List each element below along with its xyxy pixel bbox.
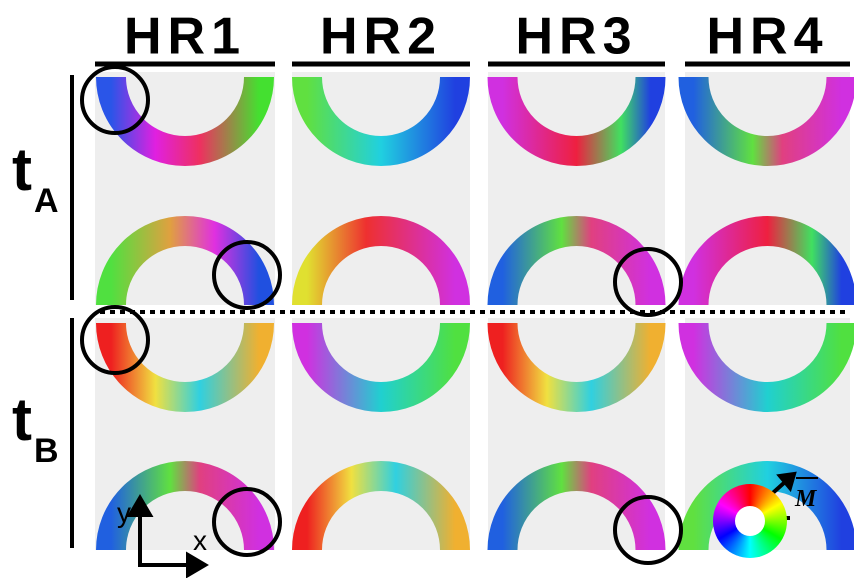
axis-label: y bbox=[117, 497, 131, 528]
color-wheel bbox=[713, 484, 787, 558]
row-label: t bbox=[12, 386, 32, 453]
column-title: HR4 bbox=[706, 8, 828, 66]
axis-label: x bbox=[193, 525, 207, 556]
figure: y x M HR1HR2HR3HR4tAtB bbox=[0, 0, 854, 578]
row-subscript: B bbox=[34, 432, 59, 470]
column-title: HR3 bbox=[515, 8, 637, 66]
vector-label: M bbox=[794, 486, 818, 512]
row-subscript: A bbox=[34, 182, 59, 220]
column-title: HR1 bbox=[124, 8, 246, 66]
row-label: t bbox=[12, 136, 32, 203]
column-title: HR2 bbox=[320, 8, 442, 66]
